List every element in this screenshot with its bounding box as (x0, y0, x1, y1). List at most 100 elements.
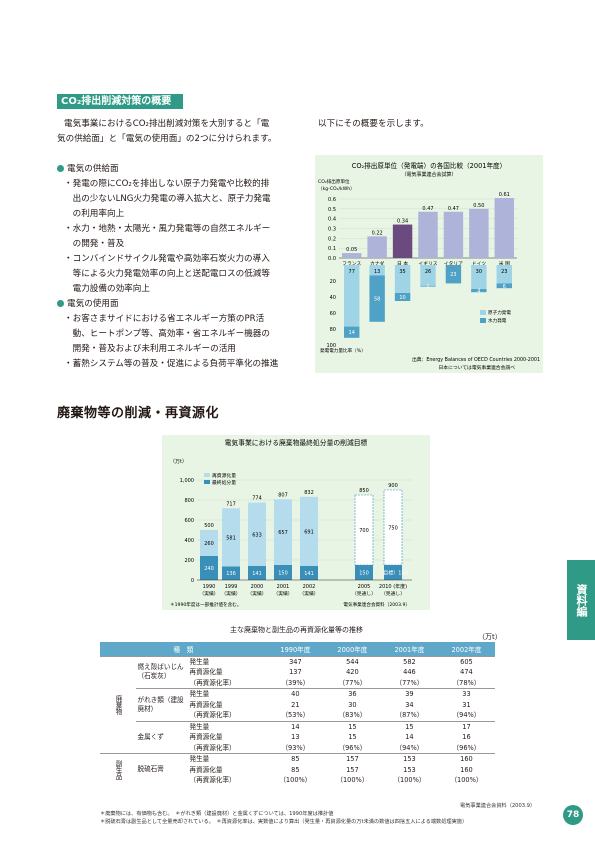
chart-source: 電気事業連合会資料（2003.9） (343, 601, 410, 608)
list-item: 電力設備の効率向上 (64, 284, 150, 294)
legend-swatch (480, 318, 486, 323)
nuclear-bar (394, 265, 411, 293)
hydro-bar (496, 283, 512, 289)
table-row: （再資源化率） （39%） （77%） （77%） （78%） (100, 678, 495, 689)
legend-label: 水力発電 (488, 317, 507, 324)
table-cell: 160 (460, 765, 473, 774)
x-tick-label: 米 国 (499, 260, 510, 267)
legend-swatch (204, 480, 210, 484)
table-cell: 発生量 (187, 688, 267, 700)
table-row: がれき類（建設廃材） 発生量 40 36 39 33 (100, 688, 495, 721)
table-cell: 15 (380, 720, 438, 732)
list-item: ・蓄熱システム等の普及・促進による負荷平準化の推進 (64, 359, 279, 369)
table-row: 副生品 脱硫石膏 発生量 85 157 153 160 (100, 753, 495, 786)
bar-value-label: 0.34 (397, 219, 408, 225)
table-cell: 137 (289, 668, 302, 676)
list-item: 出の少ないLNG火力発電の導入拡大と、原子力発電 (64, 194, 271, 204)
hydro-label: 10 (399, 295, 405, 301)
reuse-label: 750 (388, 526, 398, 532)
use-list: ・お客さまサイドにおける省エネルギー方策のPR活 動、ヒートポンプ等、高効率・省… (57, 312, 278, 372)
y-tick-label: 400 (184, 538, 194, 544)
category-cell: 廃棄物 (100, 655, 136, 754)
nuclear-bar (420, 265, 436, 286)
nuclear-label: 35 (399, 269, 405, 275)
table-cell: （96%） (452, 743, 481, 752)
table-unit: （万t） (478, 633, 502, 641)
table-cell: 15 (323, 720, 381, 732)
nuclear-bar (344, 265, 360, 327)
disposal-bar (384, 565, 402, 580)
chart-source-2: 日本については電気事業連合会調べ (438, 364, 515, 371)
item-cell: 金属くず (135, 720, 188, 754)
hydro-label: 58 (374, 297, 380, 303)
table-title: 主な廃棄物と副生品の再資源化量等の推移 (230, 626, 363, 634)
disposal-label: 141 (252, 571, 262, 577)
co2-bar (469, 208, 489, 258)
chart-subtitle: （電気事業連合会試算） (401, 171, 456, 178)
table-cell: 15 (348, 733, 357, 741)
hydro-bar (344, 326, 360, 338)
table-cell: 再資源化量 (189, 765, 223, 774)
supply-title: 電気の供給面 (57, 162, 278, 177)
table-cell: 21 (291, 700, 300, 709)
y-tick-label: 0.6 (328, 197, 336, 203)
intro-line-2: 気の供給面」と「電気の使用面」の2つに分けられます。 (57, 134, 277, 144)
table-cell: 33 (437, 688, 495, 700)
reuse-bar (248, 502, 266, 566)
table-cell: （77%） (395, 678, 424, 687)
list-item: ・コンバインドサイクル発電や高効率石炭火力の導入 (64, 254, 270, 264)
reuse-bar (274, 499, 292, 565)
table-cell: 446 (403, 668, 416, 676)
table-cell: 発生量 (187, 753, 267, 765)
table-row: 廃棄物 燃え殻ばいじん（石炭灰） 発生量 347 544 582 605 (100, 655, 495, 754)
hydro-label: 14 (349, 330, 355, 336)
table-cell: （再資源化率） (189, 776, 236, 784)
disposal-bar (274, 565, 292, 580)
total-label: 500 (204, 523, 214, 529)
table-cell: 157 (323, 753, 381, 765)
table-cell: （100%） (279, 776, 312, 784)
table-source: 電気事業連合会資料（2003.9） (460, 803, 536, 809)
disposal-label: 150 (278, 571, 288, 577)
x-tick-sublabel: （実績） (221, 590, 240, 597)
table-cell: （100%） (336, 776, 369, 784)
reuse-label: 581 (226, 535, 236, 541)
table-cell: 34 (405, 700, 414, 709)
x-tick-label: 2001 (277, 584, 290, 590)
reuse-bar (383, 489, 403, 566)
list-item: 開発・普及および未利用エネルギーの活用 (64, 344, 236, 354)
disposal-bar (200, 556, 218, 580)
y-tick-label: 0.5 (328, 207, 336, 213)
hydro-label: 23 (450, 272, 456, 278)
legend-label: 最終処分量 (212, 479, 236, 486)
table-cell: （39%） (281, 678, 310, 687)
lower-tick-label: 40 (330, 295, 336, 301)
legend-label: 再資源化量 (212, 472, 236, 479)
lower-tick-label: 20 (330, 279, 336, 285)
table-cell: 153 (403, 765, 416, 774)
reuse-label: 657 (278, 530, 288, 536)
y-axis-unit: （kg-CO₂/kWh） (318, 186, 355, 192)
disposal-label: 240 (204, 566, 214, 572)
table-cell: 474 (460, 668, 473, 676)
x-tick-label: 日 本 (397, 260, 408, 267)
table-cell: 再資源化量 (189, 700, 223, 709)
total-label: 900 (388, 483, 398, 489)
total-label: 850 (359, 488, 369, 494)
reuse-bar (300, 496, 318, 566)
table-row: （再資源化率） （53%） （83%） （87%） （94%） (100, 710, 495, 721)
y-axis-unit: （万t） (170, 459, 187, 465)
y-tick-label: 0.2 (328, 236, 336, 242)
table-cell: 発生量 (187, 720, 267, 732)
side-tab[interactable]: 資料編 (567, 560, 595, 640)
item-cell: がれき類（建設廃材） (135, 688, 188, 721)
table-cell: 420 (346, 668, 359, 676)
x-tick-label: イギリス (418, 261, 437, 267)
bullet-icon (57, 300, 64, 307)
table-cell: 30 (348, 700, 357, 709)
reuse-label: 260 (204, 541, 214, 547)
supply-section: 電気の供給面 ・発電の際にCO₂を排出しない原子力発電や比較的排 出の少ないLN… (57, 162, 278, 372)
nuclear-label: 30 (476, 269, 482, 275)
table-cell: 39 (380, 688, 438, 700)
table-cell: （再資源化率） (189, 678, 236, 687)
